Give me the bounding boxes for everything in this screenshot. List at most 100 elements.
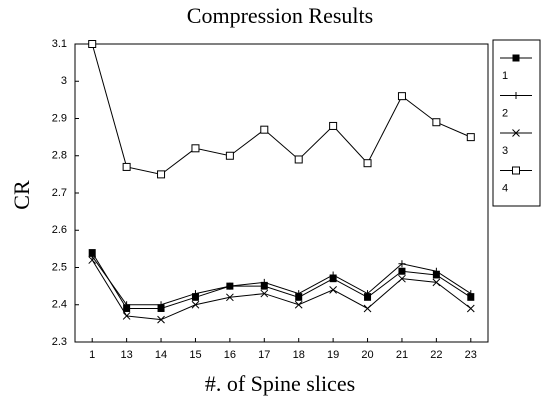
- marker-shape: [294, 300, 303, 309]
- marker-shape: [329, 275, 337, 283]
- marker-shape: [432, 118, 441, 127]
- marker-shape: [467, 290, 475, 298]
- x-tick-label: 18: [293, 349, 305, 361]
- legend-marker: [512, 166, 520, 175]
- marker-shape: [329, 271, 337, 279]
- y-tick-label: 2.4: [52, 299, 67, 311]
- marker-shape: [88, 252, 96, 260]
- data-point: [398, 267, 406, 275]
- marker-shape: [512, 129, 520, 137]
- data-point: [466, 304, 475, 313]
- data-point: [260, 278, 268, 286]
- data-point: [363, 304, 372, 313]
- chart-title: Compression Results: [187, 3, 373, 28]
- marker-shape: [123, 304, 131, 312]
- legend-marker: [512, 54, 520, 62]
- data-point: [123, 301, 131, 309]
- data-point: [191, 290, 199, 298]
- x-tick-label: 15: [189, 349, 201, 361]
- series-line: [91, 43, 471, 175]
- y-tick-label: 2.7: [52, 187, 67, 199]
- marker-shape: [157, 301, 165, 309]
- marker-shape: [329, 285, 337, 294]
- y-tick-label: 2.3: [52, 336, 67, 348]
- marker-shape: [467, 293, 475, 301]
- marker-shape: [398, 274, 406, 283]
- marker-shape: [398, 260, 406, 268]
- x-tick-label: 16: [224, 349, 236, 361]
- data-point: [191, 300, 200, 309]
- data-point: [294, 155, 303, 164]
- data-point: [329, 275, 337, 283]
- data-point: [260, 125, 269, 134]
- data-point: [432, 278, 441, 287]
- data-point: [466, 133, 475, 142]
- marker-shape: [226, 293, 234, 302]
- x-tick-label: 14: [155, 349, 167, 361]
- data-point: [226, 282, 234, 290]
- marker-shape: [122, 312, 131, 320]
- marker-shape: [88, 256, 97, 264]
- legend-box: [492, 39, 541, 207]
- x-tick-label: 17: [258, 349, 270, 361]
- data-point: [295, 290, 303, 298]
- x-axis-label: #. of Spine slices: [205, 371, 355, 396]
- legend-label: 3: [502, 145, 508, 157]
- data-point: [157, 304, 165, 312]
- data-point: [226, 293, 234, 302]
- data-point: [88, 252, 96, 260]
- data-point: [88, 40, 97, 48]
- marker-shape: [226, 282, 234, 290]
- data-point: [295, 293, 303, 301]
- x-tick-label: 23: [465, 349, 477, 361]
- data-point: [88, 256, 97, 264]
- marker-shape: [364, 293, 372, 301]
- x-tick-label: 21: [396, 349, 408, 361]
- data-point: [191, 293, 199, 301]
- marker-shape: [260, 125, 269, 134]
- x-tick-label: 1: [89, 349, 95, 361]
- y-tick-label: 2.8: [52, 150, 67, 162]
- data-point: [467, 293, 475, 301]
- x-tick-label: 19: [327, 349, 339, 361]
- data-point: [363, 159, 372, 168]
- data-point: [260, 282, 268, 290]
- marker-shape: [122, 162, 131, 171]
- marker-shape: [432, 271, 440, 279]
- series-line: [91, 252, 472, 309]
- marker-shape: [260, 282, 268, 290]
- data-point: [329, 121, 338, 130]
- marker-shape: [191, 144, 200, 153]
- legend-label: 2: [502, 107, 508, 119]
- y-axis-label: CR: [9, 180, 34, 210]
- marker-shape: [364, 290, 372, 298]
- x-tick-label: 20: [361, 349, 373, 361]
- data-point: [398, 260, 406, 268]
- x-tick-label: 22: [430, 349, 442, 361]
- legend-marker: [512, 129, 520, 137]
- data-point: [122, 162, 131, 171]
- data-point: [157, 301, 165, 309]
- marker-shape: [191, 290, 199, 298]
- data-point: [225, 151, 234, 160]
- data-point: [294, 300, 303, 309]
- legend-label: 1: [502, 70, 508, 82]
- y-tick-label: 2.6: [52, 224, 67, 236]
- legend-marker: [512, 92, 520, 99]
- marker-shape: [363, 159, 372, 168]
- data-point: [467, 290, 475, 298]
- data-point: [260, 289, 269, 298]
- marker-shape: [88, 249, 96, 257]
- y-tick-label: 3: [61, 75, 67, 87]
- marker-shape: [329, 121, 338, 130]
- marker-shape: [512, 54, 520, 62]
- marker-shape: [398, 267, 406, 275]
- data-point: [157, 315, 165, 324]
- data-point: [157, 170, 166, 179]
- marker-shape: [295, 290, 303, 298]
- data-point: [364, 290, 372, 298]
- marker-shape: [157, 304, 165, 312]
- data-point: [432, 267, 440, 275]
